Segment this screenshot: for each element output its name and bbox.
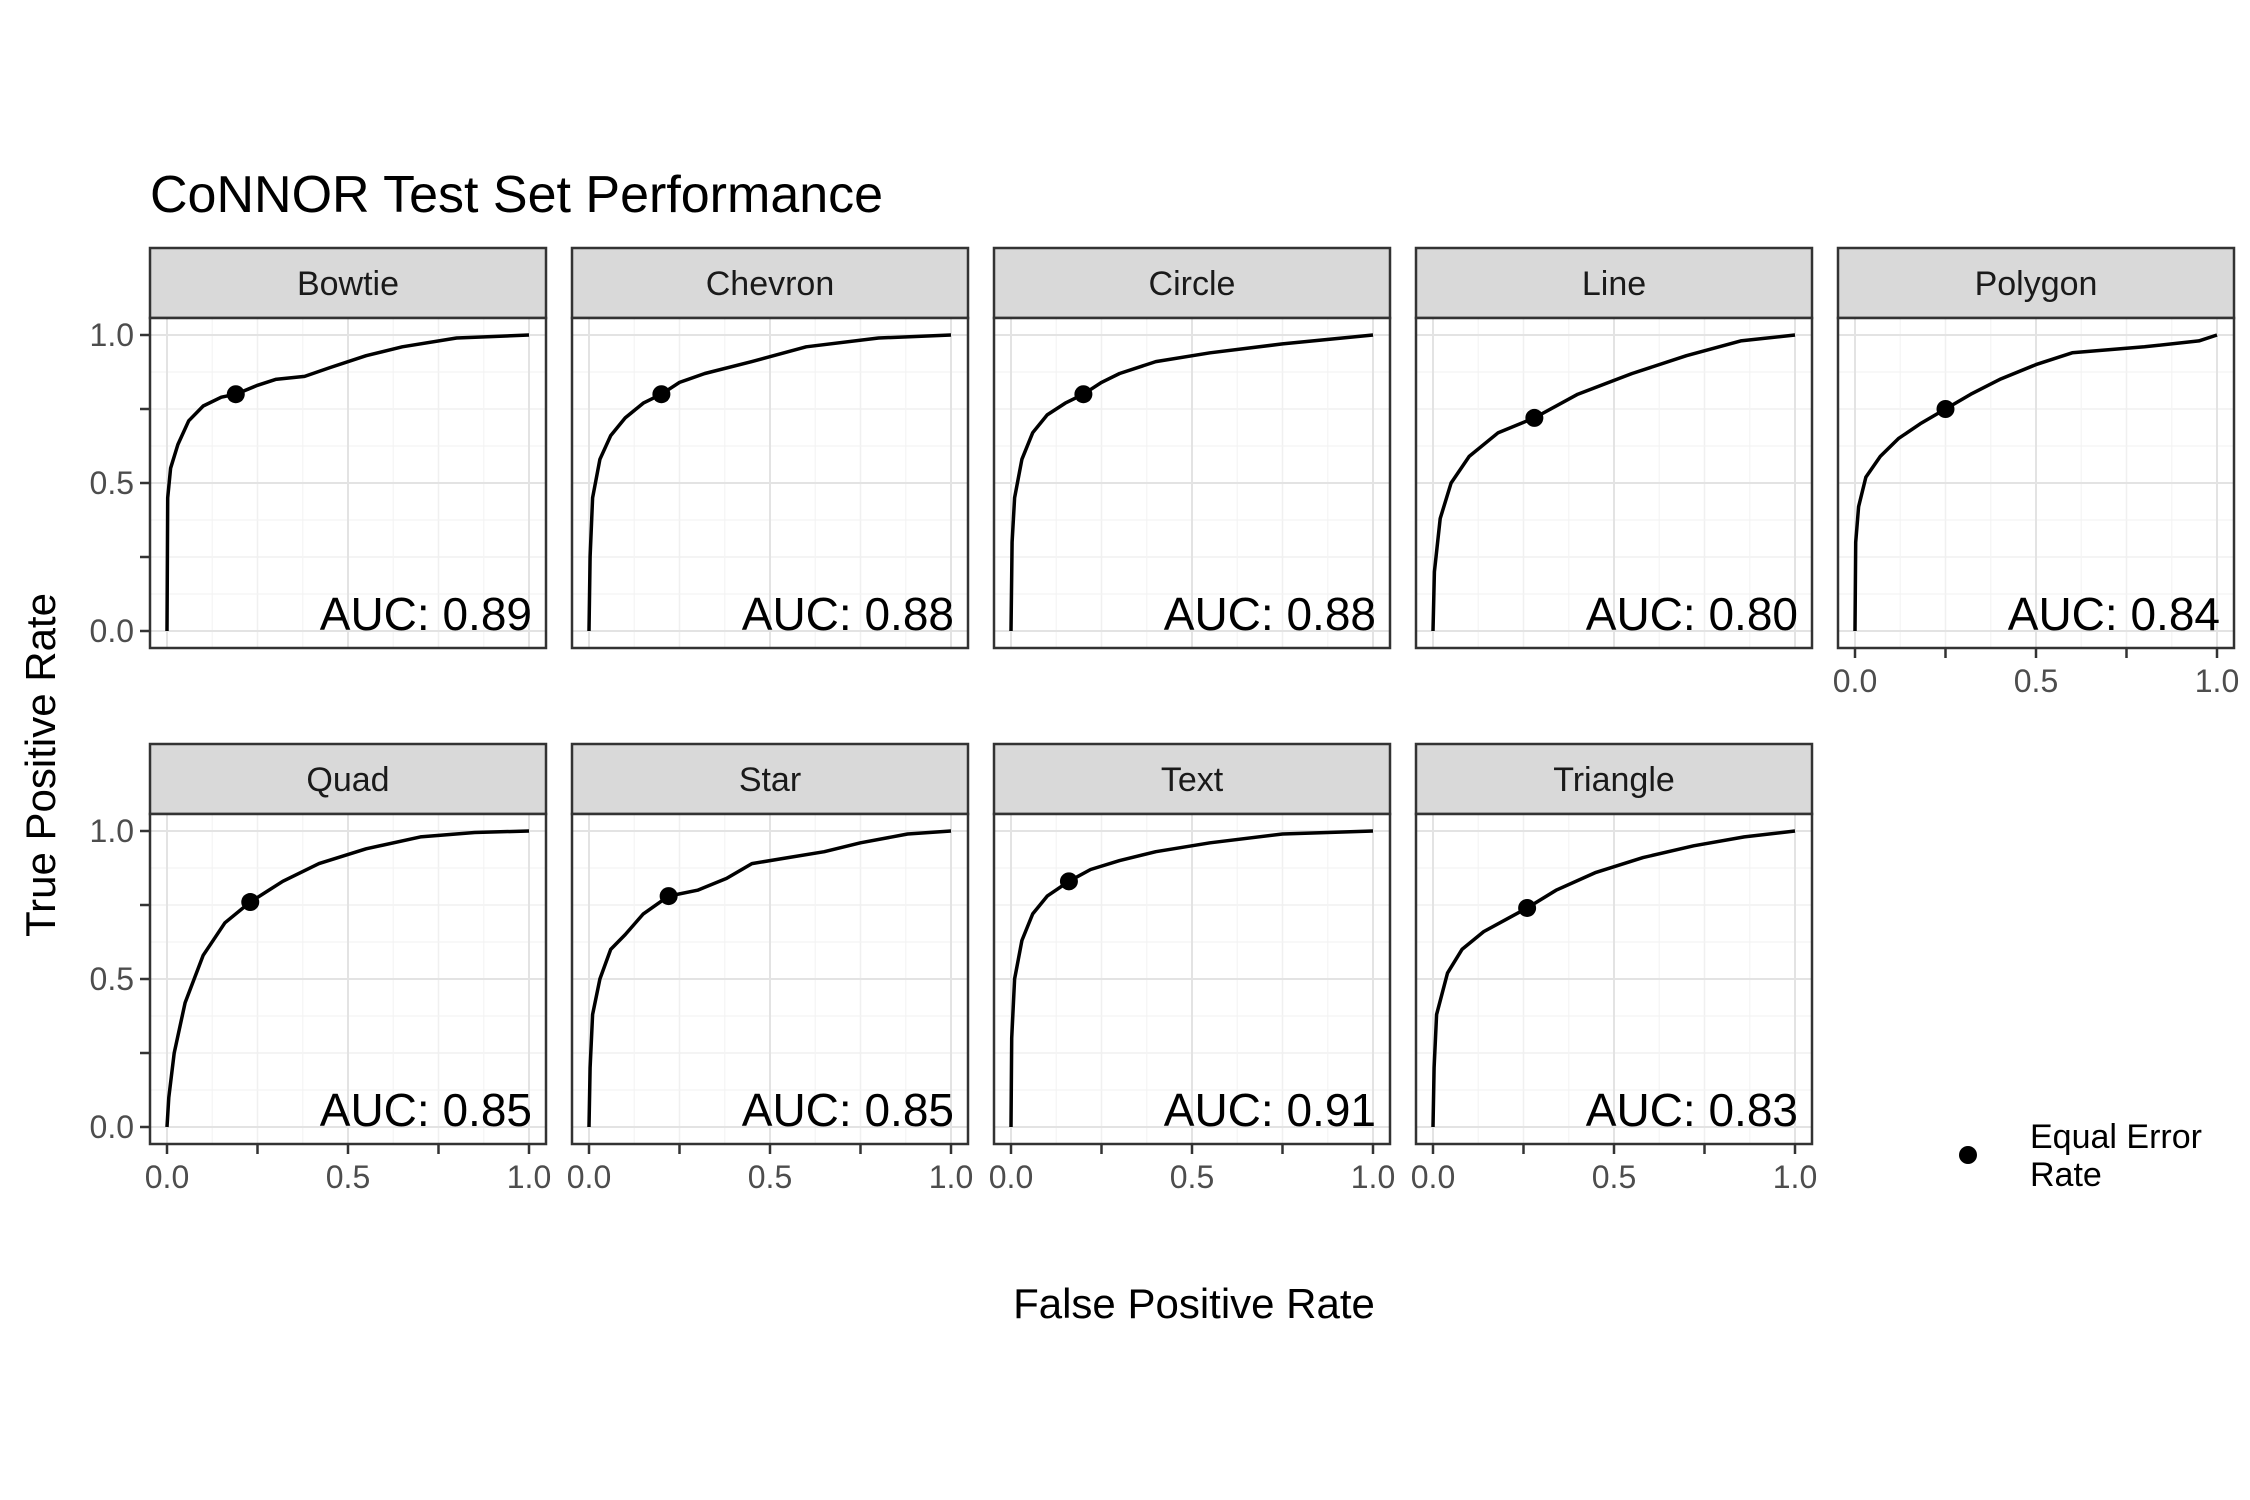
auc-label-circle: AUC: 0.88 [1164, 588, 1376, 640]
y-tick-label: 0.5 [90, 961, 134, 997]
strip-label-polygon: Polygon [1975, 265, 2098, 303]
strip-polygon [1836, 246, 2236, 320]
x-tick-label: 1.0 [507, 1159, 551, 1195]
x-tick-label: 0.0 [989, 1159, 1033, 1195]
eer-point-star [659, 887, 678, 906]
x-tick-label: 0.5 [2014, 663, 2058, 699]
auc-label-triangle: AUC: 0.83 [1586, 1084, 1798, 1136]
panel-border-chevron [570, 316, 970, 650]
strip-line [1414, 246, 1814, 320]
eer-point-chevron [652, 385, 671, 404]
eer-point-bowtie [226, 385, 245, 404]
strip-label-quad: Quad [306, 761, 389, 799]
strip-label-triangle: Triangle [1553, 761, 1675, 799]
strip-triangle [1414, 742, 1814, 816]
y-tick-label: 0.5 [90, 465, 134, 501]
x-tick-label: 1.0 [1773, 1159, 1817, 1195]
y-tick-label: 1.0 [90, 813, 134, 849]
x-tick-label: 1.0 [2195, 663, 2239, 699]
auc-label-bowtie: AUC: 0.89 [320, 588, 532, 640]
strip-label-text: Text [1161, 761, 1224, 799]
y-axis-title: True Positive Rate [17, 593, 64, 937]
strip-text [992, 742, 1392, 816]
roc-curve-circle [1009, 333, 1374, 632]
eer-point-polygon [1936, 400, 1955, 418]
chart-title: CoNNOR Test Set Performance [150, 166, 883, 224]
x-tick-label: 1.0 [1351, 1159, 1395, 1195]
x-tick-label: 0.0 [567, 1159, 611, 1195]
strip-label-chevron: Chevron [706, 265, 835, 303]
y-tick-label: 0.0 [90, 1109, 134, 1145]
x-tick-label: 0.0 [145, 1159, 189, 1195]
roc-curve-chevron [587, 333, 952, 632]
x-tick-label: 0.5 [1592, 1159, 1636, 1195]
auc-label-text: AUC: 0.91 [1164, 1084, 1376, 1136]
strip-label-bowtie: Bowtie [297, 265, 399, 303]
eer-point-quad [241, 893, 260, 912]
x-axis-title: False Positive Rate [1013, 1280, 1375, 1327]
x-tick-label: 0.5 [326, 1159, 370, 1195]
panel-border-circle [992, 316, 1392, 650]
roc-curve-line [1431, 333, 1796, 632]
x-tick-label: 0.5 [1170, 1159, 1214, 1195]
auc-label-star: AUC: 0.85 [742, 1084, 954, 1136]
facet-panels: Bowtie AUC: 0.89 0.0 0.5 1.0 Chevron AUC: 0.88… [90, 246, 2239, 1195]
legend: Equal Error Rate [1959, 1118, 2202, 1194]
x-tick-label: 1.0 [929, 1159, 973, 1195]
y-tick-label: 0.0 [90, 613, 134, 649]
eer-point-circle [1074, 385, 1093, 404]
strip-chevron [570, 246, 970, 320]
auc-label-chevron: AUC: 0.88 [742, 588, 954, 640]
strip-circle [992, 246, 1392, 320]
x-tick-label: 0.0 [1411, 1159, 1455, 1195]
strip-label-circle: Circle [1149, 265, 1236, 303]
roc-curve-triangle [1431, 829, 1796, 1128]
auc-label-line: AUC: 0.80 [1586, 588, 1798, 640]
legend-label: Equal Error Rate [2030, 1118, 2202, 1194]
x-tick-label: 0.5 [748, 1159, 792, 1195]
eer-point-text [1059, 872, 1078, 891]
strip-bowtie [148, 246, 548, 320]
roc-curve-bowtie [165, 333, 530, 632]
strip-label-star: Star [739, 761, 801, 799]
strip-label-line: Line [1582, 265, 1646, 303]
panel-border-line [1414, 316, 1814, 650]
auc-label-quad: AUC: 0.85 [320, 1084, 532, 1136]
eer-point-line [1525, 408, 1544, 427]
x-tick-label: 0.0 [1833, 663, 1877, 699]
eer-point-triangle [1518, 898, 1537, 917]
auc-label-polygon: AUC: 0.84 [2008, 588, 2220, 640]
roc-curve-star [587, 829, 952, 1128]
legend-eer-marker [1959, 1146, 1977, 1164]
y-tick-label: 1.0 [90, 317, 134, 353]
